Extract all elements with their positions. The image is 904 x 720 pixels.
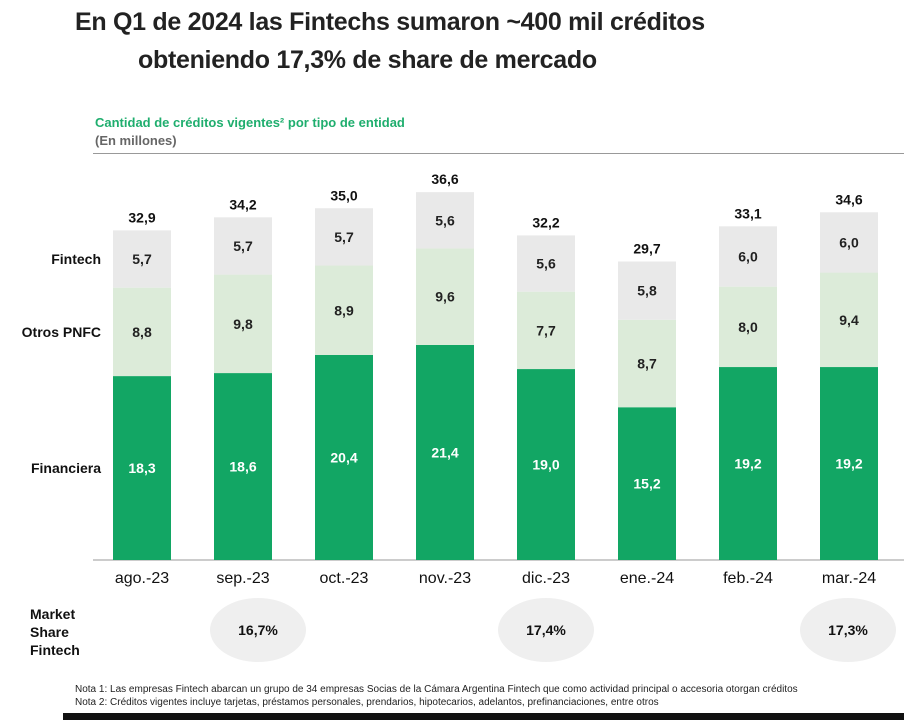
total-label: 34,2 (229, 196, 256, 212)
bar-fintech (416, 192, 474, 249)
data-label: 5,6 (435, 212, 455, 228)
bar-financiera (618, 407, 676, 560)
data-label: 18,3 (128, 460, 155, 476)
bar-financiera (719, 367, 777, 560)
note-1: Nota 1: Las empresas Fintech abarcan un … (75, 684, 798, 695)
data-label: 7,7 (536, 322, 556, 338)
bar-fintech (214, 217, 272, 275)
data-label: 19,0 (532, 457, 559, 473)
legend-label: Financiera (31, 460, 101, 476)
bar-fintech (820, 212, 878, 273)
stacked-bar-chart: 18,3 8,8 5,7 32,9 ago.-23 18,6 9,8 5,7 34,2 sep.-… (22, 171, 904, 587)
data-label: 9,8 (233, 316, 253, 332)
bar-otros-pnfc (517, 291, 575, 370)
data-label: 5,8 (637, 283, 657, 299)
bar-fintech (719, 226, 777, 287)
bar-financiera (820, 367, 878, 560)
bar-otros-pnfc (416, 248, 474, 345)
data-label: 8,8 (132, 324, 152, 340)
total-label: 35,0 (330, 187, 357, 203)
data-label: 9,6 (435, 289, 455, 305)
data-label: 5,7 (233, 238, 253, 254)
x-tick-label: dic.-23 (522, 570, 570, 587)
divider (93, 153, 904, 154)
legend-label: Fintech (51, 251, 101, 267)
legend-label: Otros PNFC (22, 324, 101, 340)
data-label: 8,0 (738, 319, 758, 335)
total-label: 36,6 (431, 171, 458, 187)
data-label: 5,6 (536, 256, 556, 272)
bar-otros-pnfc (719, 286, 777, 368)
bar-otros-pnfc (820, 272, 878, 368)
chart-title: Cantidad de créditos vigentes² por tipo … (95, 115, 405, 130)
market-share-bubble: 16,7% (210, 598, 306, 662)
title-line-2: obteniendo 17,3% de share de mercado (138, 46, 597, 74)
bar-otros-pnfc (618, 319, 676, 408)
market-share-label: Market Share Fintech (30, 606, 80, 658)
total-label: 32,9 (128, 209, 155, 225)
data-label: 5,7 (132, 251, 152, 267)
data-label: 5,7 (334, 229, 354, 245)
total-label: 34,6 (835, 191, 862, 207)
bar-financiera (113, 376, 171, 560)
data-label: 6,0 (839, 234, 859, 250)
bar-financiera (517, 369, 575, 560)
x-tick-label: feb.-24 (723, 570, 773, 587)
x-tick-label: ene.-24 (620, 570, 674, 587)
data-label: 19,2 (734, 456, 761, 472)
bar-fintech (618, 261, 676, 320)
data-label: 6,0 (738, 248, 758, 264)
market-share-bubble: 17,4% (498, 598, 594, 662)
x-tick-label: sep.-23 (216, 570, 269, 587)
x-tick-label: ago.-23 (115, 570, 169, 587)
footer-bar (63, 713, 904, 720)
x-tick-label: mar.-24 (822, 570, 876, 587)
total-label: 29,7 (633, 241, 660, 257)
bar-fintech (113, 230, 171, 288)
bar-fintech (517, 235, 575, 292)
note-2: Nota 2: Créditos vigentes incluye tarjet… (75, 697, 659, 708)
data-label: 9,4 (839, 312, 859, 328)
x-tick-label: oct.-23 (320, 570, 369, 587)
data-label: 19,2 (835, 456, 862, 472)
bar-otros-pnfc (113, 287, 171, 377)
total-label: 33,1 (734, 205, 761, 221)
total-label: 32,2 (532, 214, 559, 230)
data-label: 8,9 (334, 302, 354, 318)
data-label: 20,4 (330, 449, 357, 465)
bar-financiera (214, 373, 272, 560)
bar-otros-pnfc (315, 265, 373, 355)
bar-otros-pnfc (214, 274, 272, 374)
chart-subtitle: (En millones) (95, 133, 177, 148)
data-label: 18,6 (229, 459, 256, 475)
data-label: 21,4 (431, 444, 458, 460)
data-label: 15,2 (633, 476, 660, 492)
title-line-1: En Q1 de 2024 las Fintechs sumaron ~400 … (75, 8, 705, 36)
data-label: 8,7 (637, 356, 657, 372)
market-share-bubble: 17,3% (800, 598, 896, 662)
bar-financiera (416, 344, 474, 560)
x-tick-label: nov.-23 (419, 570, 471, 587)
bar-financiera (315, 354, 373, 560)
bar-fintech (315, 208, 373, 266)
